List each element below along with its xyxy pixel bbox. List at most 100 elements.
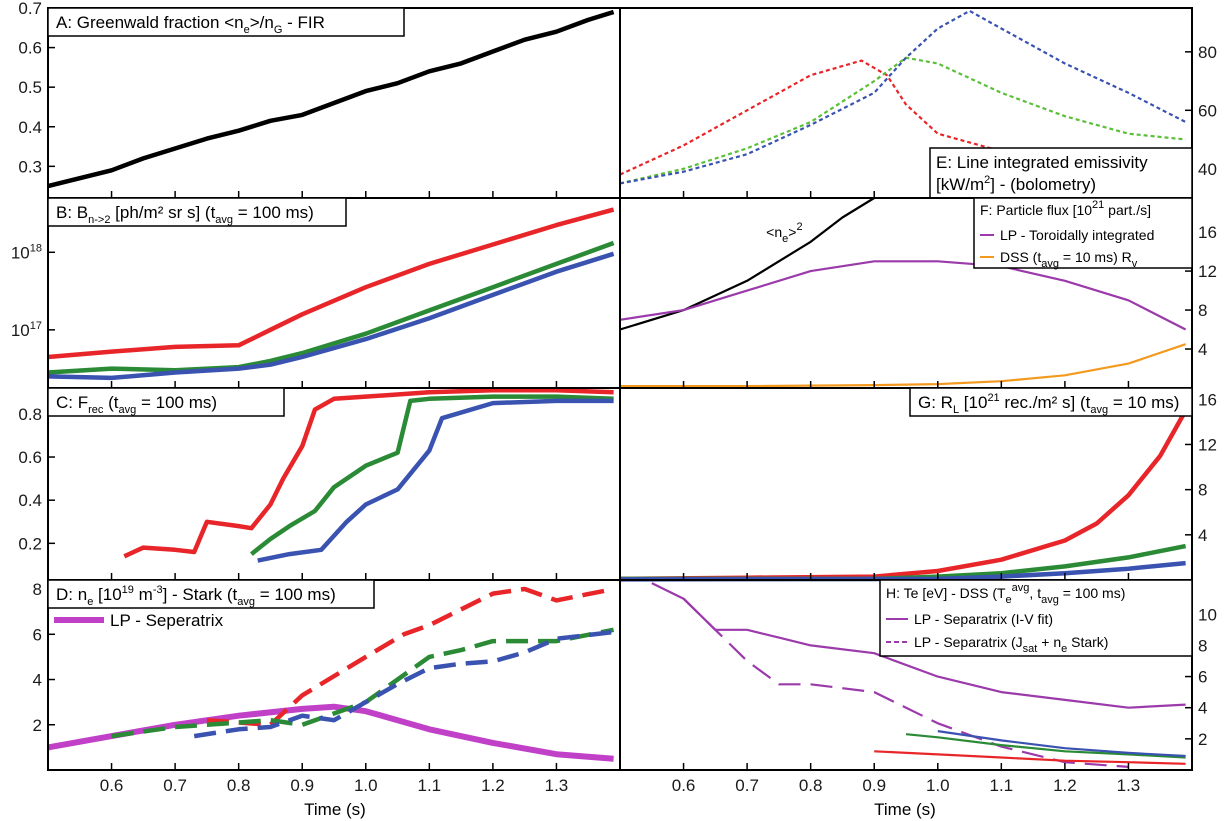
superscript: 18 bbox=[30, 242, 42, 254]
superscript: 2 bbox=[984, 174, 990, 186]
legend-box bbox=[973, 197, 1193, 269]
subscript: e bbox=[87, 596, 93, 608]
subscript: sat bbox=[1023, 643, 1038, 655]
superscript: 21 bbox=[1092, 199, 1104, 211]
text-run: C: F bbox=[56, 393, 88, 412]
superscript: 21 bbox=[987, 392, 999, 404]
text-run: DSS (t bbox=[1000, 249, 1041, 265]
y-tick-label: 0.4 bbox=[18, 491, 42, 510]
text-run: m bbox=[134, 585, 153, 604]
subscript: e bbox=[244, 24, 250, 36]
x-tick-label: 1.2 bbox=[481, 776, 505, 795]
text-run: = 100 ms) bbox=[233, 203, 314, 222]
text-run: = 10 ms) bbox=[1108, 393, 1179, 412]
series-line-f-1 bbox=[619, 260, 1187, 331]
series-line-b-2 bbox=[47, 251, 615, 381]
x-tick-label: 0.6 bbox=[100, 776, 124, 795]
legend-label: LP - Toroidally integrated bbox=[1000, 227, 1154, 243]
subscript: avg bbox=[237, 596, 255, 608]
panel-title: B: Bn->2​ [ph/m² sr s] (tavg​ = 100 ms) bbox=[56, 203, 314, 226]
text-run: G: R bbox=[918, 393, 953, 412]
panel-g: 4 8 12 16 G: RL​ [1021​ rec./m² s] (tavg​ = … bbox=[619, 387, 1217, 582]
y-tick-label: 0.7 bbox=[18, 0, 42, 18]
series-line-h-4 bbox=[937, 730, 1186, 758]
text-run: Stark) bbox=[1067, 634, 1108, 650]
panel-title: [kW/m2​] - (bolometry) bbox=[936, 174, 1096, 194]
y-tick-label: 0.6 bbox=[18, 39, 42, 58]
x-tick-label: 0.8 bbox=[799, 776, 823, 795]
y-tick-label: 8 bbox=[1198, 301, 1207, 320]
text-run: A: Greenwald fraction <n bbox=[56, 13, 244, 32]
superscript: 17 bbox=[30, 320, 42, 332]
text-run: = 100 ms) bbox=[136, 393, 217, 412]
panel-f: 4 8 12 16 F: Particle flux [1021​ part./s] LP… bbox=[619, 197, 1217, 389]
subscript: avg bbox=[119, 404, 137, 416]
series-line-d-3 bbox=[193, 629, 614, 739]
panel-b: 1017​ 1018​ B: Bn->2​ [ph/m² sr s] (tavg​ … bbox=[11, 197, 621, 389]
series-line-b-1 bbox=[47, 240, 615, 375]
series-line-e-1 bbox=[619, 56, 1186, 185]
title-box bbox=[47, 387, 285, 417]
series-line-h-3 bbox=[905, 733, 1186, 759]
series-line-g-0 bbox=[619, 409, 1188, 582]
series-line-h-2 bbox=[874, 750, 1186, 765]
series-line-b-0 bbox=[47, 207, 615, 360]
legend-label: LP - Separatrix (Jsat​ + ne​ Stark) bbox=[914, 634, 1108, 655]
x-tick-label: 1.2 bbox=[1053, 776, 1077, 795]
series-line-f-0 bbox=[619, 197, 875, 331]
subscript: e bbox=[1061, 643, 1067, 655]
panel-e: 40 60 80 E: Line integrated emissivity [kW/m… bbox=[619, 7, 1217, 199]
x-axis-label-left: Time (s) bbox=[304, 800, 366, 819]
legend-label: LP - Separatrix (I-V fit) bbox=[914, 611, 1053, 627]
text-run: (t bbox=[103, 393, 118, 412]
y-tick-label: 80 bbox=[1198, 43, 1217, 62]
title-box bbox=[47, 579, 375, 609]
panel-d: 2 4 6 8 0.6 0.7 0.8 0.9 1.0 1.1 1.2 1.3 D: ne​ [1019… bbox=[33, 579, 621, 795]
subscript: avg bbox=[1090, 404, 1108, 416]
y-tick-label: 1018​ bbox=[11, 242, 42, 262]
x-tick-label: 1.1 bbox=[418, 776, 442, 795]
y-tick-label: 10 bbox=[1198, 605, 1217, 624]
series-line-f-2 bbox=[620, 343, 1186, 388]
text-run: part./s] bbox=[1104, 202, 1151, 218]
text-run: F: Particle flux [10 bbox=[980, 202, 1092, 218]
series-line-g-2 bbox=[619, 560, 1186, 582]
title-box bbox=[47, 197, 347, 227]
panel-title: H: Te [eV] - DSS (Te​avg​, tavg​ = 100 m… bbox=[886, 582, 1125, 606]
series-line-c-1 bbox=[250, 394, 614, 556]
y-tick-label: 0.2 bbox=[18, 534, 42, 553]
superscript: 2 bbox=[796, 221, 802, 233]
title-box bbox=[909, 387, 1193, 417]
panel-title: C: Frec​ (tavg​ = 100 ms) bbox=[56, 393, 217, 416]
subscript: avg bbox=[1041, 258, 1059, 270]
text-run: - FIR bbox=[282, 13, 325, 32]
panel-title: G: RL​ [1021​ rec./m² s] (tavg​ = 10 ms) bbox=[918, 392, 1179, 416]
subscript: G bbox=[274, 24, 283, 36]
legend-box bbox=[879, 579, 1193, 657]
x-axis-label-right: Time (s) bbox=[874, 800, 936, 819]
subscript: v bbox=[1132, 258, 1138, 270]
x-tick-label: 0.6 bbox=[672, 776, 696, 795]
text-run: [ph/m² sr s] (t bbox=[110, 203, 215, 222]
text-run: [kW/m bbox=[936, 175, 984, 194]
x-tick-label: 1.3 bbox=[1117, 776, 1141, 795]
text-run: 10 bbox=[11, 243, 30, 262]
series-line-e-2 bbox=[619, 9, 1187, 185]
text-run: [10 bbox=[93, 585, 121, 604]
x-tick-label: 1.0 bbox=[354, 776, 378, 795]
y-tick-label: 1017​ bbox=[11, 320, 42, 340]
panel-title: F: Particle flux [1021​ part./s] bbox=[980, 199, 1151, 218]
text-run: B: B bbox=[56, 203, 88, 222]
panel-title: D: ne​ [1019​ m-3​] - Stark (tavg​ = 100… bbox=[56, 584, 336, 608]
x-tick-label: 0.9 bbox=[862, 776, 886, 795]
subscript: e bbox=[1006, 594, 1012, 606]
text-run: = 10 ms) R bbox=[1059, 249, 1132, 265]
text-run: D: n bbox=[56, 585, 87, 604]
text-run: > bbox=[788, 224, 796, 240]
panel-frame bbox=[619, 387, 1193, 581]
text-run: + n bbox=[1037, 634, 1061, 650]
x-tick-label: 0.7 bbox=[735, 776, 759, 795]
text-run: = 100 ms) bbox=[255, 585, 336, 604]
y-tick-label: 0.3 bbox=[18, 157, 42, 176]
